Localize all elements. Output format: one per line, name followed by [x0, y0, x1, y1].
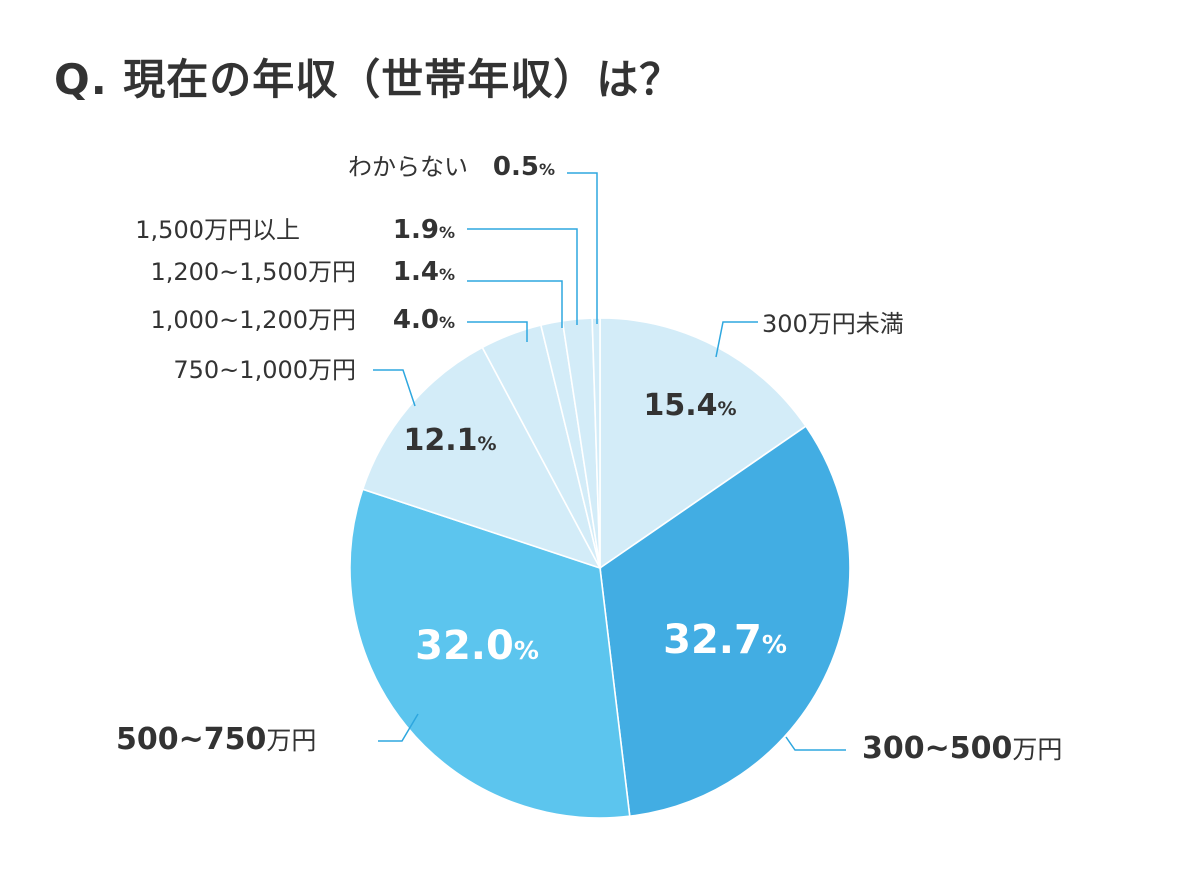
- value-label-4: 4.0%: [393, 305, 455, 335]
- leader-line-3: [373, 369, 416, 407]
- leader-line-0: [715, 321, 758, 358]
- category-label-5: 1,200~1,500万円: [150, 258, 356, 286]
- value-label-6: 1.9%: [393, 215, 455, 245]
- value-label-2: 32.0%: [415, 623, 539, 669]
- category-label-2: 500~750万円: [116, 722, 316, 757]
- value-label-1: 32.7%: [663, 617, 787, 663]
- leader-line-2: [378, 713, 419, 742]
- value-label-3: 12.1%: [403, 423, 496, 458]
- pie-slice-0: [599, 317, 807, 570]
- chart-title: Q. 現在の年収（世帯年収）は？: [54, 55, 683, 104]
- pie-slice-7: [591, 317, 601, 569]
- leader-line-7: [567, 172, 598, 324]
- value-label-0: 15.4%: [643, 388, 736, 423]
- category-label-3: 750~1,000万円: [173, 356, 356, 384]
- category-label-0: 300万円未満: [762, 310, 904, 338]
- leader-line-1: [785, 736, 846, 751]
- category-label-6: 1,500万円以上: [135, 216, 300, 244]
- slice-labels: 300万円未満 15.4% 300~500万円 32.7% 500~750万円 32.0%…: [116, 152, 1062, 766]
- category-label-1: 300~500万円: [862, 731, 1062, 766]
- pie-slices: [349, 317, 851, 819]
- pie-slice-3: [361, 346, 602, 570]
- leader-line-6: [467, 228, 578, 325]
- pie-slice-2: [349, 488, 631, 819]
- value-label-7: 0.5%: [493, 152, 555, 182]
- leader-line-5: [467, 280, 563, 328]
- leader-line-4: [467, 321, 528, 342]
- pie-slice-1: [599, 425, 851, 818]
- category-label-7: わからない: [348, 153, 468, 181]
- leader-lines: [373, 172, 846, 751]
- category-label-4: 1,000~1,200万円: [150, 306, 356, 334]
- value-label-5: 1.4%: [393, 257, 455, 287]
